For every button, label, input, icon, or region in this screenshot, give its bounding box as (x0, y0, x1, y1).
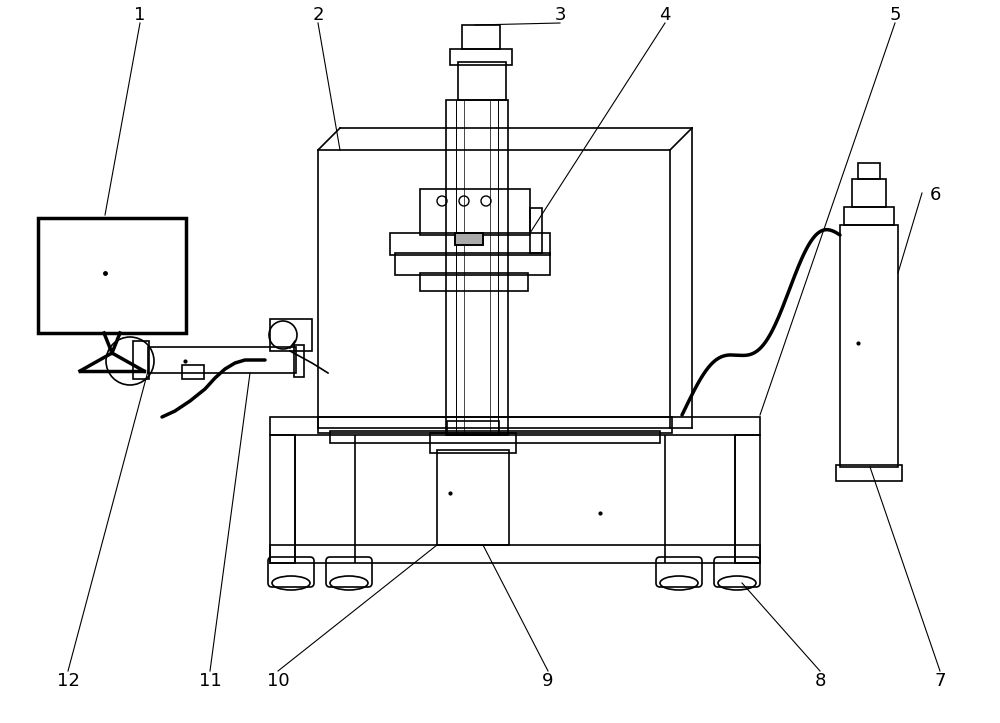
Bar (390, 233, 550, 255)
Bar (446, 100, 508, 435)
Bar (148, 347, 296, 373)
Text: 12: 12 (57, 672, 79, 690)
Bar (395, 253, 550, 275)
Bar (318, 150, 670, 428)
Text: 1: 1 (134, 6, 146, 24)
Text: 11: 11 (199, 672, 221, 690)
Bar (133, 341, 149, 379)
Bar (530, 208, 542, 253)
Bar (852, 179, 886, 207)
Bar (450, 49, 512, 65)
Text: 4: 4 (659, 6, 671, 24)
Bar (458, 62, 506, 100)
Bar (447, 421, 499, 435)
Bar (330, 431, 660, 443)
Bar (840, 225, 898, 467)
Bar (38, 218, 186, 333)
Bar (836, 465, 902, 481)
Bar (437, 450, 509, 545)
Text: 6: 6 (930, 186, 941, 204)
Bar (294, 345, 304, 377)
Text: 8: 8 (814, 672, 826, 690)
Bar (182, 365, 204, 379)
Bar (462, 25, 500, 49)
Bar (420, 273, 528, 291)
Text: 2: 2 (312, 6, 324, 24)
Bar (858, 163, 880, 179)
Text: 7: 7 (934, 672, 946, 690)
Text: 9: 9 (542, 672, 554, 690)
Text: 10: 10 (267, 672, 289, 690)
Text: 5: 5 (889, 6, 901, 24)
Bar (318, 417, 672, 433)
Bar (430, 433, 516, 453)
Bar (270, 545, 760, 563)
Bar (270, 319, 312, 351)
Bar (420, 189, 530, 235)
Bar (735, 435, 760, 563)
Bar (455, 233, 483, 245)
Bar (844, 207, 894, 225)
Text: 3: 3 (554, 6, 566, 24)
Bar (455, 233, 483, 245)
Bar (270, 417, 760, 435)
Bar (270, 435, 295, 563)
